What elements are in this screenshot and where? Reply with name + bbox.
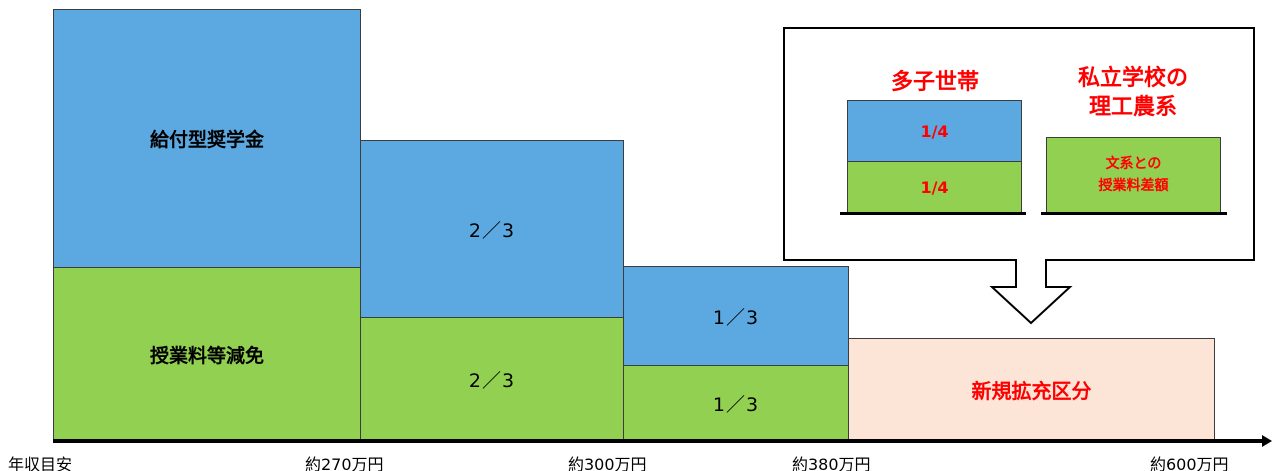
axis-tick-270: 約270万円 <box>305 455 384 471</box>
genmen-label: 授業料等減免 <box>149 344 264 367</box>
tier3-green-block: 1／3 <box>623 365 849 441</box>
tier3-top-label: 1／3 <box>712 306 760 329</box>
kyufu-block: 給付型奨学金 <box>53 9 361 268</box>
shiritsu-title-line1: 私立学校の <box>1077 66 1188 91</box>
tashi-bottom-label: 1/4 <box>920 177 949 197</box>
new-expansion-block: 新規拡充区分 <box>848 338 1215 441</box>
shiritsu-block: 文系との 授業料差額 <box>1046 137 1221 213</box>
axis-origin-label: 年収目安 <box>8 455 73 471</box>
axis-tick-600: 約600万円 <box>1150 455 1229 471</box>
shiritsu-title: 私立学校の 理工農系 <box>1040 64 1226 122</box>
tier2-top-label: 2／3 <box>468 219 516 242</box>
kyufu-label: 給付型奨学金 <box>149 129 264 151</box>
shiritsu-title-line2: 理工農系 <box>1088 95 1177 120</box>
tashi-title: 多子世帯 <box>890 70 979 95</box>
tier3-bottom-label: 1／3 <box>712 393 760 416</box>
shiritsu-baseline <box>1041 212 1227 215</box>
tashi-top-label: 1/4 <box>920 121 949 141</box>
genmen-block: 授業料等減免 <box>53 267 361 441</box>
tashi-bottom-block: 1/4 <box>847 161 1022 213</box>
axis-tick-300: 約300万円 <box>568 455 647 471</box>
new-expansion-label: 新規拡充区分 <box>971 379 1092 403</box>
shiritsu-box-line2: 授業料差額 <box>1098 178 1169 194</box>
tashi-top-block: 1/4 <box>847 100 1022 162</box>
tier2-blue-block: 2／3 <box>360 140 624 318</box>
tier2-bottom-label: 2／3 <box>468 369 516 392</box>
tier3-blue-block: 1／3 <box>623 266 849 366</box>
axis-tick-380: 約380万円 <box>792 455 871 471</box>
shiritsu-box-line1: 文系との <box>1105 156 1162 172</box>
tashi-baseline <box>840 212 1026 215</box>
